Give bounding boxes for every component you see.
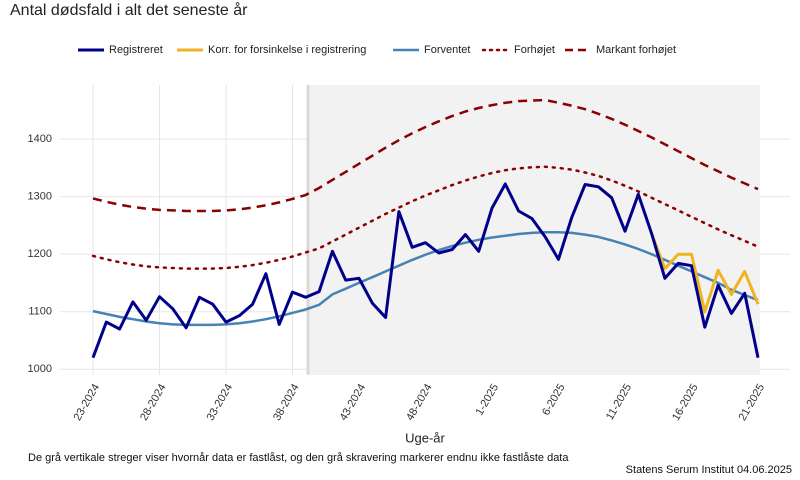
x-tick-label: 16-2025 [670,382,701,423]
x-tick-label: 43-2024 [338,382,369,423]
x-tick-label: 48-2024 [404,382,435,423]
x-tick-label: 6-2025 [540,382,568,418]
legend-label: Registreret [109,44,163,56]
y-tick-label: 1100 [28,306,52,318]
legend-label: Forhøjet [514,44,555,56]
legend-label: Korr. for forsinkelse i registrering [208,44,366,56]
source: Statens Serum Institut 04.06.2025 [626,464,792,476]
y-tick-label: 1200 [28,248,52,260]
series-line [650,232,760,314]
y-tick-label: 1000 [28,363,52,375]
legend: Registreret Korr. for forsinkelse i regis… [78,44,676,56]
series-line [91,165,760,270]
y-tick-label: 1400 [28,133,52,145]
x-tick-label: 28-2024 [138,382,169,423]
x-tick-label: 11-2025 [604,382,634,422]
series-line [91,182,760,359]
x-tick-label: 38-2024 [271,382,302,423]
unlocked-region [308,85,760,375]
x-tick-label: 1-2025 [474,382,502,418]
x-tick-label: 21-2025 [737,382,768,423]
x-tick-label: 33-2024 [205,382,236,423]
x-tick-label: 23-2024 [72,382,103,423]
legend-label: Forventet [424,44,470,56]
series-line [92,98,759,213]
series-line [92,231,759,327]
chart-title: Antal dødsfald i alt det seneste år [10,1,248,19]
footnote: De grå vertikale streger viser hvornår d… [28,452,569,464]
y-tick-label: 1300 [28,191,52,203]
x-axis-title: Uge-år [405,430,445,445]
legend-label: Markant forhøjet [596,44,676,56]
